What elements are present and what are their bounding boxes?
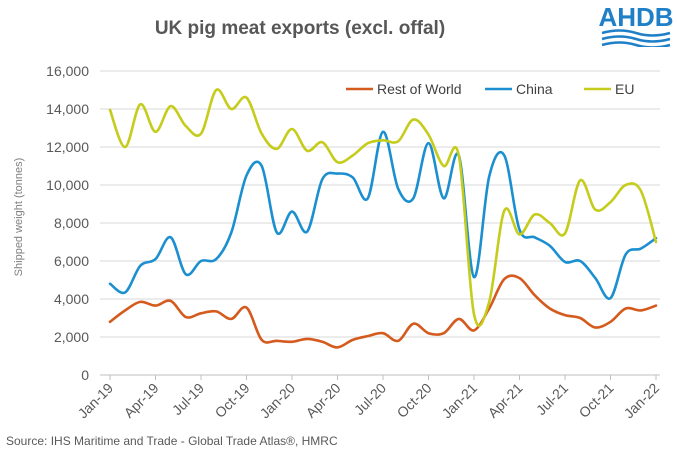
y-tick-label: 2,000 [54, 329, 89, 345]
logo-waves-icon [601, 29, 671, 47]
x-tick-label: Jul-20 [351, 380, 389, 418]
y-tick-label: 4,000 [54, 291, 89, 307]
series-line-china [108, 130, 658, 300]
x-tick-label: Jan-20 [257, 380, 299, 422]
x-tick-label: Jul-19 [169, 380, 207, 418]
x-tick-label: Jan-21 [439, 380, 481, 422]
legend: Rest of World China EU [346, 81, 634, 97]
x-tick-label: Oct-21 [576, 380, 617, 421]
axes: 0 2,000 4,000 6,000 8,000 10,000 12,000 14,000 1… [46, 63, 662, 421]
x-tick-label: Apr-21 [485, 380, 526, 421]
legend-label-eu: EU [615, 81, 634, 97]
y-tick-label: 6,000 [54, 253, 89, 269]
x-tick-label: Jan-22 [621, 380, 663, 422]
series-lines [108, 88, 658, 349]
legend-label-rest-of-world: Rest of World [377, 81, 462, 97]
series-line-eu [108, 88, 658, 327]
x-tick-label: Jul-21 [533, 380, 571, 418]
source-note: Source: IHS Maritime and Trade - Global … [6, 434, 338, 448]
y-tick-label: 14,000 [46, 101, 89, 117]
gridlines [100, 70, 660, 338]
y-tick-label: 0 [81, 367, 89, 383]
x-tick-label: Oct-20 [394, 380, 435, 421]
ahdb-logo: AHDB [598, 2, 674, 48]
legend-label-china: China [516, 81, 553, 97]
y-axis-label: Shipped weight (tonnes) [13, 157, 25, 277]
chart-title: UK pig meat exports (excl. offal) [154, 18, 446, 39]
y-tick-label: 10,000 [46, 177, 89, 193]
x-tick-label: Apr-19 [121, 380, 162, 421]
series-line-rest-of-world [108, 274, 658, 349]
y-tick-label: 16,000 [46, 63, 89, 79]
x-tick-label: Apr-20 [303, 380, 344, 421]
x-tick-label: Oct-19 [212, 380, 253, 421]
y-tick-label: 12,000 [46, 139, 89, 155]
logo-text: AHDB [598, 2, 674, 32]
x-tick-label: Jan-19 [75, 380, 117, 422]
y-tick-label: 8,000 [54, 215, 89, 231]
